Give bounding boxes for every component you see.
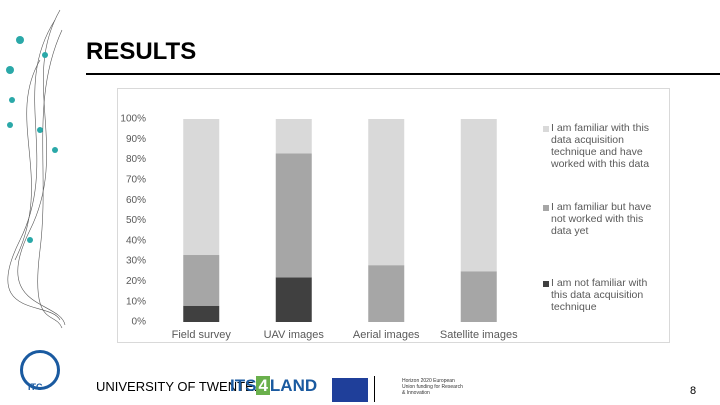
legend-swatch bbox=[543, 205, 549, 211]
eu-flag bbox=[332, 378, 368, 402]
decoration bbox=[6, 9, 66, 329]
university: UNIVERSITY OF TWENTE. bbox=[96, 379, 258, 394]
its4land-mid: 4 bbox=[256, 376, 270, 395]
its4land-logo: ITS 4 LAND bbox=[230, 376, 317, 396]
bar-segment bbox=[368, 265, 405, 322]
x-tick-label: Satellite images bbox=[440, 329, 518, 341]
bar-segment bbox=[460, 271, 497, 322]
chart: 0% 10% 20% 30% 40% 50% 60% 70% 80% 90% 100% Field s… bbox=[120, 114, 518, 341]
y-tick-label: 50% bbox=[126, 215, 146, 226]
page-number: 8 bbox=[690, 385, 697, 397]
y-tick-label: 10% bbox=[126, 296, 146, 307]
slide-title: RESULTS bbox=[86, 38, 197, 65]
itc-logo bbox=[20, 350, 60, 390]
title-rule bbox=[86, 73, 720, 75]
bar-segment bbox=[275, 119, 312, 154]
bar-segment bbox=[183, 255, 220, 306]
chart-frame bbox=[117, 88, 670, 343]
bar-segment bbox=[275, 153, 312, 278]
its4land-left: ITS bbox=[230, 376, 257, 395]
legend-label: I am familiar but have not worked with t… bbox=[551, 201, 652, 237]
legend-swatch bbox=[543, 126, 549, 132]
y-tick-label: 90% bbox=[126, 134, 146, 145]
legend-swatch bbox=[543, 281, 549, 287]
itc-label: ITC bbox=[28, 382, 43, 392]
bar-segment bbox=[368, 119, 405, 266]
x-tick-label: Aerial images bbox=[353, 329, 420, 341]
y-tick-label: 40% bbox=[126, 235, 146, 246]
bar-segment bbox=[183, 305, 220, 322]
divider bbox=[374, 376, 375, 402]
legend-label: I am familiar with this data acquisition… bbox=[551, 122, 650, 170]
bar-segment bbox=[183, 119, 220, 256]
its4land-right: LAND bbox=[269, 376, 318, 395]
y-tick-label: 100% bbox=[120, 114, 146, 125]
y-tick-label: 30% bbox=[126, 256, 146, 267]
x-tick-label: Field survey bbox=[172, 329, 232, 341]
eu-text: Horizon 2020 European Union funding for … bbox=[402, 378, 463, 396]
y-tick-label: 60% bbox=[126, 195, 146, 206]
y-tick-label: 20% bbox=[126, 276, 146, 287]
legend-label: I am not familiar with this data acquisi… bbox=[551, 277, 648, 313]
y-tick-label: 70% bbox=[126, 175, 146, 186]
y-tick-label: 0% bbox=[132, 317, 147, 328]
x-tick-label: UAV images bbox=[264, 329, 325, 341]
bar-segment bbox=[460, 119, 497, 272]
y-tick-label: 80% bbox=[126, 154, 146, 165]
bar-segment bbox=[275, 277, 312, 322]
